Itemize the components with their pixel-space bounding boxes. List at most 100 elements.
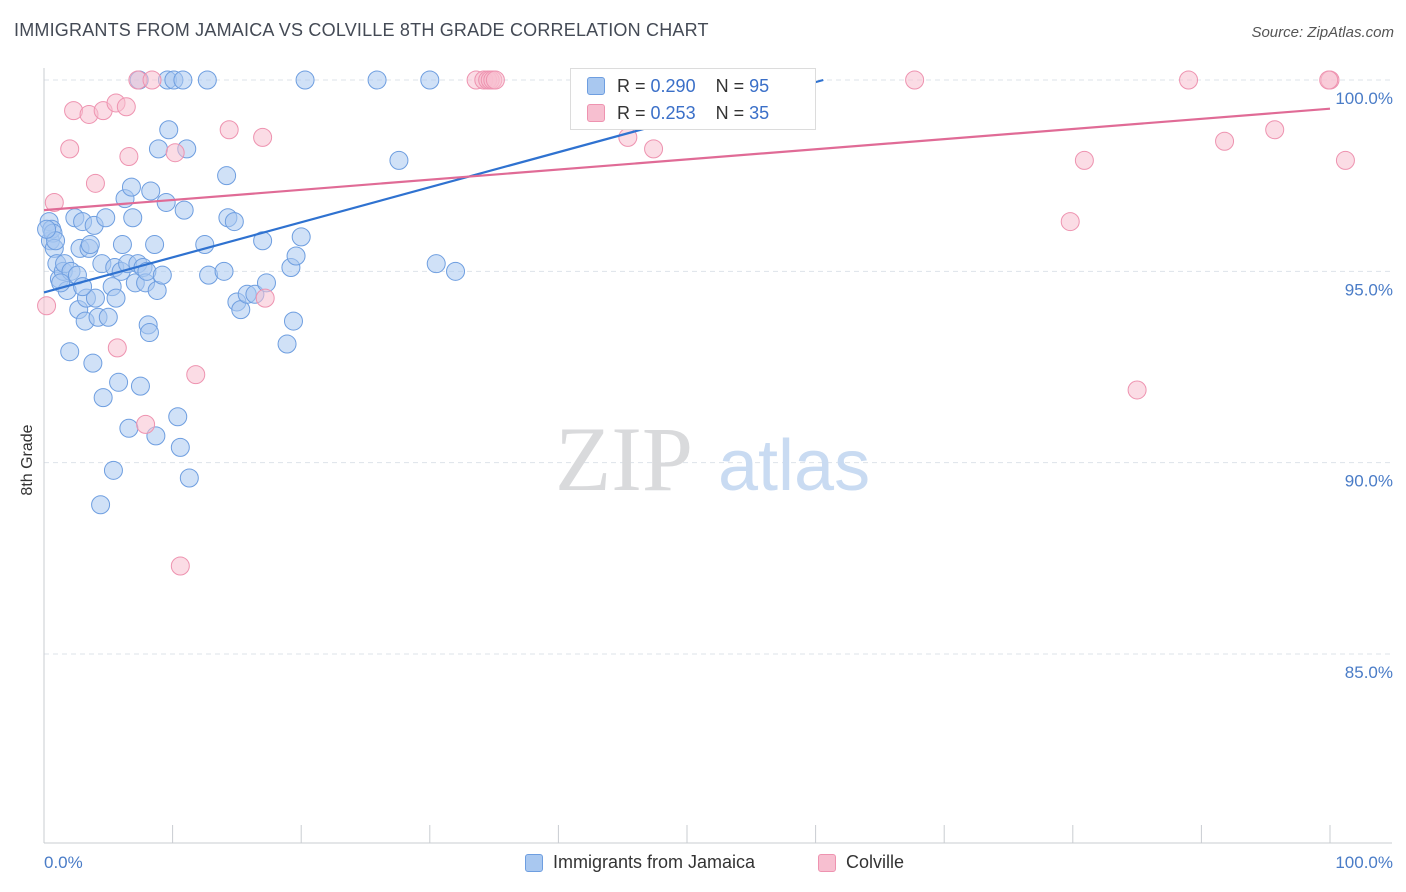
legend-r-value: 0.290 [650, 75, 696, 96]
legend-swatch-jamaica [587, 77, 605, 95]
point-colville [644, 139, 664, 159]
point-jamaica [156, 192, 176, 212]
watermark-atlas: atlas [718, 426, 870, 506]
series-legend: Immigrants from Jamaica Colville [0, 852, 1406, 878]
point-jamaica [148, 139, 168, 159]
legend-row-colville: R = 0.253 N = 35 [587, 100, 769, 126]
point-colville [1074, 150, 1094, 170]
legend-r-value: 0.253 [650, 102, 696, 123]
y-tick-label: 95.0% [1345, 280, 1393, 299]
y-tick-label: 85.0% [1345, 663, 1393, 682]
point-jamaica [197, 70, 217, 90]
watermark-zip: ZIP [555, 408, 693, 510]
point-colville [253, 127, 273, 147]
point-colville [44, 192, 64, 212]
point-colville [1335, 150, 1355, 170]
point-jamaica [60, 342, 80, 362]
point-jamaica [141, 181, 161, 201]
point-colville [116, 97, 136, 117]
point-jamaica [91, 495, 111, 515]
legend-n-label: N = [715, 102, 745, 123]
point-jamaica [389, 150, 409, 170]
point-jamaica [139, 323, 159, 343]
point-colville [1179, 70, 1199, 90]
point-jamaica [119, 418, 139, 438]
point-jamaica [152, 265, 172, 285]
source-label: Source: ZipAtlas.com [1251, 24, 1394, 41]
legend-n-value: 35 [749, 102, 770, 123]
point-jamaica [80, 235, 100, 255]
watermark: ZIP atlas [555, 408, 870, 510]
legend-label-jamaica: Immigrants from Jamaica [553, 852, 756, 872]
gridlines [44, 79, 1392, 655]
y-tick-labels: 100.0% 95.0% 90.0% 85.0% [1335, 89, 1393, 682]
point-jamaica [446, 261, 466, 281]
point-colville [1215, 131, 1235, 151]
point-jamaica [170, 437, 190, 457]
point-colville [485, 70, 505, 90]
point-jamaica [121, 177, 141, 197]
point-colville [136, 414, 156, 434]
legend-n-value: 95 [749, 75, 770, 96]
legend-r-label: R = [617, 75, 646, 96]
point-jamaica [295, 70, 315, 90]
point-colville [1060, 212, 1080, 232]
series-colville-points [37, 70, 1355, 576]
point-jamaica [123, 208, 143, 228]
point-colville [119, 147, 139, 167]
legend-r-label: R = [617, 102, 646, 123]
point-jamaica [426, 254, 446, 274]
point-jamaica [85, 288, 105, 308]
point-jamaica [214, 261, 234, 281]
point-colville [1319, 70, 1339, 90]
point-jamaica [83, 353, 103, 373]
point-jamaica [367, 70, 387, 90]
point-jamaica [179, 468, 199, 488]
point-jamaica [224, 212, 244, 232]
legend-item-colville[interactable]: Colville [818, 852, 904, 873]
point-colville [37, 296, 57, 316]
point-jamaica [109, 372, 129, 392]
point-jamaica [277, 334, 297, 354]
legend-swatch-jamaica [525, 853, 543, 872]
legend-row-jamaica: R = 0.290 N = 95 [587, 73, 769, 99]
point-jamaica [174, 200, 194, 220]
point-colville [186, 365, 206, 385]
point-jamaica [93, 388, 113, 408]
point-colville [905, 70, 925, 90]
point-colville [255, 288, 275, 308]
x-tick-label-min: 0.0% [44, 853, 83, 872]
point-colville [1127, 380, 1147, 400]
point-jamaica [217, 166, 237, 186]
legend-swatch-colville [818, 853, 836, 872]
point-jamaica [173, 70, 193, 90]
point-jamaica [98, 307, 118, 327]
axes [43, 68, 1392, 844]
legend-n-label: N = [715, 75, 745, 96]
point-jamaica [286, 246, 306, 266]
point-colville [142, 70, 162, 90]
point-colville [1265, 120, 1285, 140]
y-tick-label: 90.0% [1345, 472, 1393, 491]
point-jamaica [96, 208, 116, 228]
point-jamaica [130, 376, 150, 396]
point-jamaica [291, 227, 311, 247]
legend-swatch-colville [587, 104, 605, 122]
legend-item-jamaica[interactable]: Immigrants from Jamaica [525, 852, 755, 873]
point-colville [60, 139, 80, 159]
point-jamaica [283, 311, 303, 331]
point-jamaica [106, 288, 126, 308]
point-jamaica [145, 235, 165, 255]
point-jamaica [103, 460, 123, 480]
point-colville [170, 556, 190, 576]
correlation-legend: R = 0.290 N = 95 R = 0.253 N = 35 [570, 68, 816, 130]
trendline-colville [43, 107, 1331, 212]
point-jamaica [168, 407, 188, 427]
point-jamaica [112, 235, 132, 255]
point-jamaica [159, 120, 179, 140]
point-jamaica [420, 70, 440, 90]
point-jamaica [37, 219, 57, 239]
y-tick-label: 100.0% [1335, 89, 1393, 108]
x-tick-label-max: 100.0% [1335, 853, 1393, 872]
